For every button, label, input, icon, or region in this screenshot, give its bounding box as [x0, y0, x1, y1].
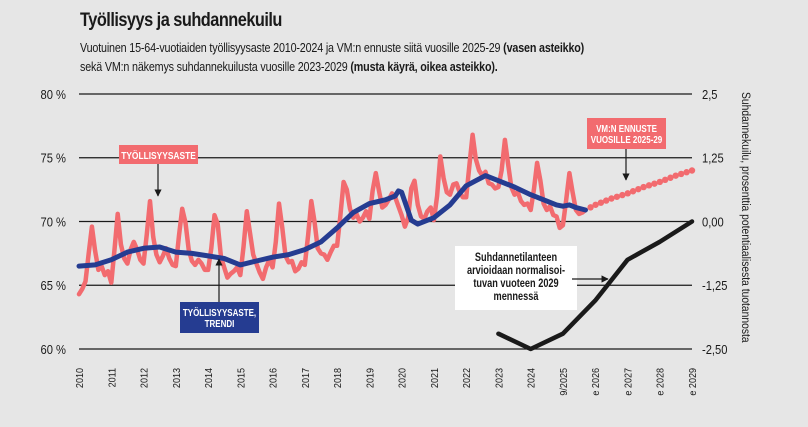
y-tick-label-right: 1,25: [702, 151, 724, 166]
x-tick-label: 2014: [203, 367, 215, 388]
forecast-point: [597, 199, 605, 206]
chart-title: Työllisyys ja suhdannekuilu: [80, 10, 282, 31]
label-trendi: [180, 302, 259, 333]
forecast-point: [608, 195, 615, 202]
forecast-point: [602, 197, 610, 204]
y-tick-label-left: 75 %: [41, 151, 67, 166]
annotations: TYÖLLISYYSASTE TYÖLLISYYSASTE,TRENDI VM:N …: [119, 118, 666, 333]
x-tick-label: 2017: [300, 368, 312, 388]
x-tick-label: e 2028: [655, 367, 667, 395]
subtitle-line2-text: sekä VM:n näkemys suhdannekuilusta vuosi…: [80, 60, 351, 74]
note-suhdanne-text: tuvan vuoteen 2029: [473, 278, 559, 290]
chart-subtitle-line2: sekä VM:n näkemys suhdannekuilusta vuosi…: [80, 60, 498, 74]
y-tick-label-left: 70 %: [41, 215, 67, 230]
forecast-point: [613, 193, 621, 200]
forecast-point: [667, 174, 674, 181]
note-suhdanne-text: arvioidaan normalisoi-: [467, 265, 566, 277]
x-tick-label: 9/2025: [558, 367, 570, 395]
label-tyollisyysaste: [119, 145, 198, 164]
x-tick-label: 2015: [236, 367, 248, 388]
x-tick-label: e 2029: [687, 368, 699, 396]
x-tick-label: e 2027: [623, 368, 635, 396]
x-tick-label: 2022: [462, 368, 474, 388]
x-tick-label: 2021: [429, 368, 441, 388]
y-tick-label-right: -1,25: [702, 278, 728, 293]
label-trendi-text: TRENDI: [205, 318, 235, 329]
forecast-point: [688, 167, 696, 174]
y-tick-label-left: 60 %: [41, 342, 67, 357]
forecast-point: [677, 170, 685, 178]
y-axis-right: 2,5 1,25 0,00 -1,25 -2,50: [702, 87, 728, 357]
x-tick-label: 2018: [333, 367, 345, 388]
y-tick-label-left: 80 %: [41, 87, 67, 102]
forecast-point: [651, 180, 658, 187]
forecast-point: [683, 169, 690, 176]
forecast-point: [672, 172, 679, 179]
forecast-point: [635, 185, 642, 193]
label-trendi-text: TYÖLLISYYSASTE,: [183, 307, 256, 318]
x-tick-label: 2019: [365, 368, 377, 388]
x-tick-label: 2010: [74, 367, 86, 388]
forecast-point: [661, 176, 669, 184]
y-tick-label-left: 65 %: [41, 278, 67, 293]
chart-subtitle-line1: Vuotuinen 15-64-vuotiaiden työllisyysast…: [80, 41, 584, 55]
series-output-gap-line: [496, 219, 695, 352]
grid: [79, 93, 692, 350]
subtitle-line2-bold: (musta käyrä, oikea asteikko).: [350, 60, 498, 74]
x-tick-label: 2020: [397, 367, 409, 388]
series-layer: [76, 132, 696, 352]
forecast-point: [587, 204, 594, 211]
subtitle-line1-bold: (vasen asteikko): [503, 41, 585, 55]
y-axis-right-label: Suhdannekuilu, prosenttia potentiaalises…: [739, 92, 752, 343]
forecast-point: [640, 183, 647, 191]
x-tick-label: 2013: [171, 367, 183, 388]
series-trend-line: [76, 173, 588, 269]
label-ennuste: [587, 118, 666, 149]
forecast-point: [624, 190, 631, 197]
forecast-point: [592, 201, 599, 208]
subtitle-line1-text: Vuotuinen 15-64-vuotiaiden työllisyysast…: [80, 41, 504, 55]
label-ennuste-text: VM:N ENNUSTE: [596, 123, 657, 134]
y-tick-label-right: 2,5: [702, 87, 718, 102]
label-tyollisyysaste-text: TYÖLLISYYSASTE: [121, 150, 196, 162]
note-suhdanne-text: mennessä: [494, 291, 539, 303]
x-tick-label: 2012: [139, 368, 151, 388]
x-tick-label: 2016: [268, 367, 280, 388]
forecast-point: [629, 188, 637, 195]
y-tick-label-right: 0,00: [702, 215, 724, 230]
y-axis-left: 80 % 75 % 70 % 65 % 60 %: [41, 87, 67, 357]
label-ennuste-text: VUOSILLE 2025-29: [591, 134, 663, 145]
note-suhdanne-text: Suhdannetilanteen: [475, 252, 557, 264]
x-axis: 2010 2011 2012 2013 2014 2015 2016 2017 2018 2019…: [74, 367, 699, 395]
x-tick-label: 2011: [107, 368, 119, 387]
forecast-point: [619, 191, 626, 199]
note-suhdanne: [455, 246, 577, 310]
series-actual-line: [76, 132, 588, 297]
forecast-point: [645, 182, 653, 189]
x-tick-label: 2024: [526, 367, 538, 388]
forecast-point: [656, 178, 664, 186]
x-tick-label: e 2026: [591, 367, 603, 395]
y-tick-label-right: -2,50: [702, 342, 728, 357]
x-tick-label: 2023: [494, 367, 506, 388]
